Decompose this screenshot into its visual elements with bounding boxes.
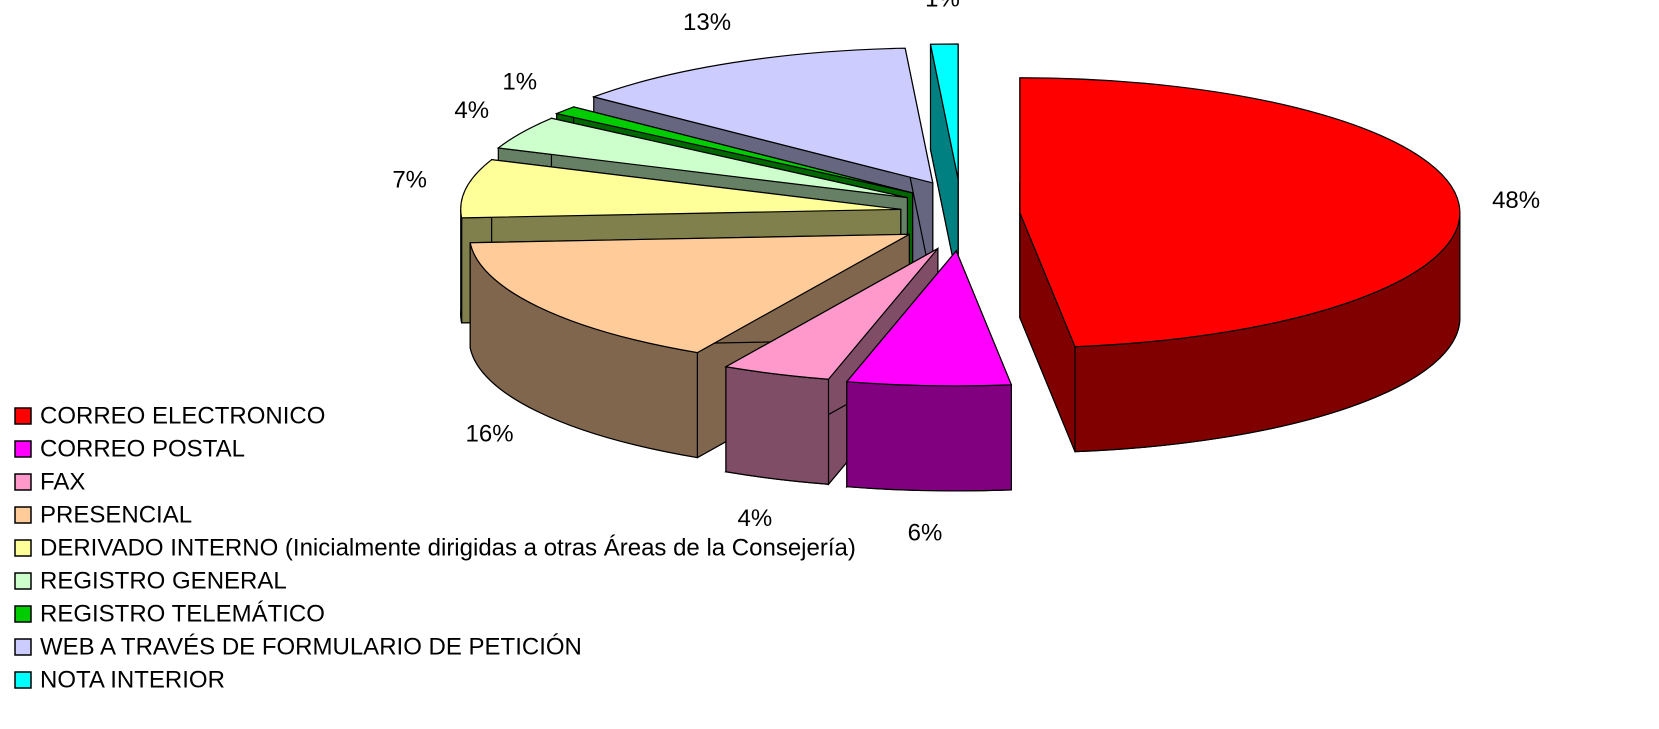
legend-swatch bbox=[14, 407, 32, 425]
legend-label: CORREO ELECTRONICO bbox=[40, 402, 325, 429]
data-label: 6% bbox=[908, 520, 943, 547]
legend-swatch bbox=[14, 572, 32, 590]
slice bbox=[591, 47, 934, 184]
legend-label: DERIVADO INTERNO (Inicialmente dirigidas… bbox=[40, 534, 856, 561]
legend-label: FAX bbox=[40, 468, 85, 495]
slice bbox=[929, 43, 959, 180]
slice bbox=[460, 159, 901, 219]
data-label: 1% bbox=[502, 69, 537, 96]
legend-label: REGISTRO TELEMÁTICO bbox=[40, 600, 325, 627]
data-label: 4% bbox=[738, 505, 773, 532]
legend-swatch bbox=[14, 638, 32, 656]
legend-swatch bbox=[14, 440, 32, 458]
slice bbox=[469, 233, 910, 354]
data-label: 13% bbox=[683, 9, 731, 36]
legend-swatch bbox=[14, 473, 32, 491]
data-label: 1% bbox=[925, 0, 960, 13]
legend-label: WEB A TRAVÉS DE FORMULARIO DE PETICIÓN bbox=[40, 633, 582, 660]
legend-label: CORREO POSTAL bbox=[40, 435, 245, 462]
legend-label: NOTA INTERIOR bbox=[40, 666, 225, 693]
slice bbox=[724, 247, 939, 380]
data-label: 48% bbox=[1492, 187, 1540, 214]
data-label: 4% bbox=[454, 97, 489, 124]
legend-swatch bbox=[14, 506, 32, 524]
slice bbox=[496, 117, 908, 199]
slice bbox=[554, 106, 913, 194]
slice bbox=[845, 249, 1013, 387]
slice-wall bbox=[460, 209, 463, 323]
legend-swatch bbox=[14, 671, 32, 689]
slice-wall bbox=[846, 381, 1012, 492]
legend-label: REGISTRO GENERAL bbox=[40, 567, 287, 594]
legend-swatch bbox=[14, 539, 32, 557]
slice bbox=[1019, 77, 1461, 348]
data-label: 7% bbox=[392, 167, 427, 194]
legend-swatch bbox=[14, 605, 32, 623]
data-label: 16% bbox=[466, 420, 514, 447]
legend-label: PRESENCIAL bbox=[40, 501, 192, 528]
slice-wall bbox=[725, 366, 830, 485]
